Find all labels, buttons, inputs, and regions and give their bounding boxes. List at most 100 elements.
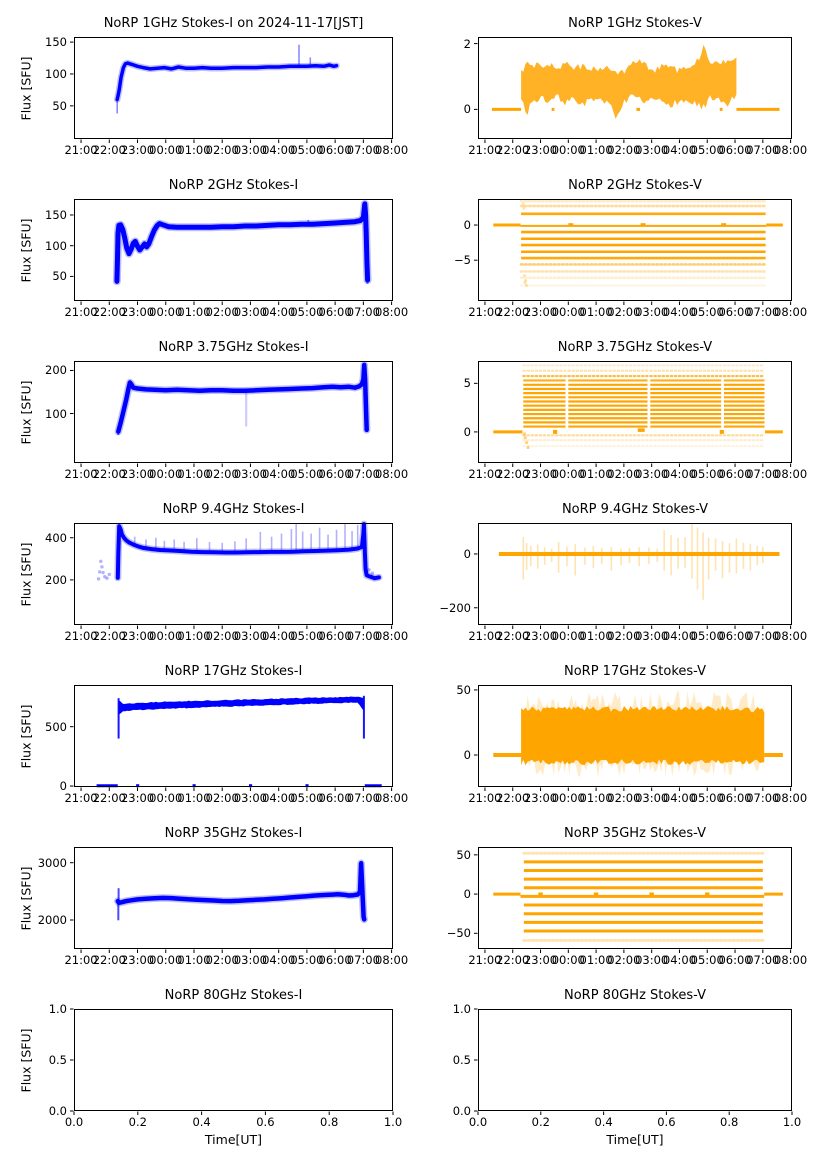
x-tick-label: 22:00 bbox=[92, 304, 126, 319]
x-tick-label: 07:00 bbox=[346, 628, 380, 643]
x-tick-label: 22:00 bbox=[92, 466, 126, 481]
x-tick-label: 04:00 bbox=[262, 142, 296, 157]
x-tick-label: 00:00 bbox=[551, 952, 585, 967]
x-tick-label: 22:00 bbox=[92, 952, 126, 967]
x-tick-label: 06:00 bbox=[318, 142, 352, 157]
x-tick-label: 03:00 bbox=[635, 952, 669, 967]
y-tick-label: 150 bbox=[45, 207, 67, 222]
x-tick-label: 07:00 bbox=[746, 628, 780, 643]
x-tick-label: 03:00 bbox=[233, 628, 268, 643]
x-tick-label: 22:00 bbox=[496, 466, 530, 481]
x-tick-label: 22:00 bbox=[92, 790, 126, 805]
x-tick-label: 01:00 bbox=[579, 466, 613, 481]
y-axis-label: Flux [SFU] bbox=[18, 866, 34, 930]
plot-title: NoRP 1GHz Stokes-V bbox=[568, 16, 702, 31]
plot-title: NoRP 17GHz Stokes-I bbox=[164, 664, 303, 679]
x-tick-label: 21:00 bbox=[468, 304, 502, 319]
x-tick-label: 21:00 bbox=[468, 790, 502, 805]
plot-area-norp-2ghz-stokes-v bbox=[474, 199, 792, 305]
x-tick-label: 0.0 bbox=[64, 1114, 84, 1129]
x-tick-label: 01:00 bbox=[579, 304, 613, 319]
x-tick-label: 01:00 bbox=[177, 142, 211, 157]
x-tick-label: 05:00 bbox=[690, 304, 724, 319]
y-tick-label: 0 bbox=[463, 747, 471, 762]
plot-area-norp-17ghz-stokes-v bbox=[474, 685, 792, 791]
x-tick-label: 1.0 bbox=[782, 1114, 802, 1129]
x-tick-label: 08:00 bbox=[375, 628, 409, 643]
y-tick-label: 0 bbox=[463, 887, 471, 902]
x-tick-label: 07:00 bbox=[746, 952, 780, 967]
data-series bbox=[491, 44, 780, 119]
x-tick-label: 21:00 bbox=[64, 142, 98, 157]
x-tick-label: 23:00 bbox=[523, 790, 558, 805]
x-tick-label: 08:00 bbox=[375, 952, 409, 967]
x-tick-label: 23:00 bbox=[523, 952, 558, 967]
x-tick-label: 00:00 bbox=[551, 142, 585, 157]
x-tick-label: 01:00 bbox=[579, 142, 613, 157]
x-tick-label: 05:00 bbox=[290, 142, 324, 157]
plot-title: NoRP 35GHz Stokes-V bbox=[564, 826, 706, 841]
plot-area-norp-35ghz-stokes-v bbox=[474, 847, 792, 953]
x-axis-label: Time[UT] bbox=[204, 1132, 263, 1147]
plot-area-norp-3.75ghz-stokes-v bbox=[474, 361, 792, 467]
y-tick-label: 150 bbox=[45, 35, 67, 50]
x-tick-label: 07:00 bbox=[746, 304, 780, 319]
plot-area-norp-17ghz-stokes-i bbox=[70, 685, 393, 791]
x-tick-label: 01:00 bbox=[177, 628, 211, 643]
x-tick-label: 21:00 bbox=[64, 790, 98, 805]
data-series bbox=[493, 690, 783, 778]
x-tick-label: 23:00 bbox=[523, 628, 558, 643]
y-axis-label: Flux [SFU] bbox=[18, 542, 34, 606]
x-tick-label: 00:00 bbox=[551, 304, 585, 319]
x-tick-label: 05:00 bbox=[690, 790, 724, 805]
y-tick-label: 50 bbox=[52, 269, 67, 284]
x-tick-label: 07:00 bbox=[346, 790, 380, 805]
x-tick-label: 07:00 bbox=[746, 466, 780, 481]
y-axis-label: Flux [SFU] bbox=[18, 380, 34, 444]
x-tick-label: 05:00 bbox=[290, 628, 324, 643]
x-tick-label: 05:00 bbox=[290, 952, 324, 967]
plot-area-norp-35ghz-stokes-i bbox=[70, 847, 393, 953]
data-series bbox=[498, 523, 780, 600]
x-tick-label: 22:00 bbox=[496, 304, 530, 319]
x-tick-label: 03:00 bbox=[635, 304, 669, 319]
x-tick-label: 04:00 bbox=[262, 628, 296, 643]
x-tick-label: 05:00 bbox=[290, 304, 324, 319]
x-tick-label: 07:00 bbox=[746, 142, 780, 157]
y-tick-label: 50 bbox=[456, 682, 471, 697]
x-tick-label: 21:00 bbox=[468, 628, 502, 643]
y-tick-label: 0 bbox=[463, 102, 471, 117]
x-tick-label: 06:00 bbox=[318, 304, 352, 319]
data-series bbox=[112, 199, 372, 286]
x-tick-label: 0.8 bbox=[720, 1114, 739, 1129]
x-tick-label: 08:00 bbox=[375, 790, 409, 805]
y-tick-label: 50 bbox=[52, 98, 67, 113]
plot-area-norp-9.4ghz-stokes-v bbox=[474, 523, 792, 629]
x-tick-label: 06:00 bbox=[318, 466, 352, 481]
x-tick-label: 0.8 bbox=[320, 1114, 339, 1129]
x-tick-label: 03:00 bbox=[635, 466, 669, 481]
x-tick-label: 04:00 bbox=[262, 952, 296, 967]
x-tick-label: 21:00 bbox=[64, 466, 98, 481]
x-tick-label: 08:00 bbox=[774, 952, 808, 967]
x-tick-label: 00:00 bbox=[149, 952, 183, 967]
plot-title: NoRP 3.75GHz Stokes-V bbox=[557, 340, 713, 355]
x-tick-label: 22:00 bbox=[496, 952, 530, 967]
y-tick-label: 3000 bbox=[37, 855, 67, 870]
data-series bbox=[114, 361, 371, 436]
x-tick-label: 05:00 bbox=[290, 790, 324, 805]
y-tick-label: 200 bbox=[45, 572, 67, 587]
x-tick-label: 02:00 bbox=[205, 466, 239, 481]
x-tick-label: 21:00 bbox=[64, 304, 98, 319]
y-tick-label: 0.0 bbox=[452, 1104, 471, 1118]
data-series bbox=[114, 859, 368, 924]
y-axis-label: Flux [SFU] bbox=[18, 56, 34, 120]
x-tick-label: 08:00 bbox=[774, 142, 808, 157]
plot-area-norp-80ghz-stokes-v bbox=[474, 1008, 793, 1115]
plot-title: NoRP 80GHz Stokes-V bbox=[564, 988, 706, 1003]
x-tick-label: 04:00 bbox=[662, 142, 697, 157]
x-tick-label: 06:00 bbox=[318, 628, 352, 643]
plot-title: NoRP 1GHz Stokes-I on 2024-11-17[JST] bbox=[103, 16, 364, 31]
x-tick-label: 21:00 bbox=[468, 952, 502, 967]
x-tick-label: 02:00 bbox=[607, 790, 641, 805]
